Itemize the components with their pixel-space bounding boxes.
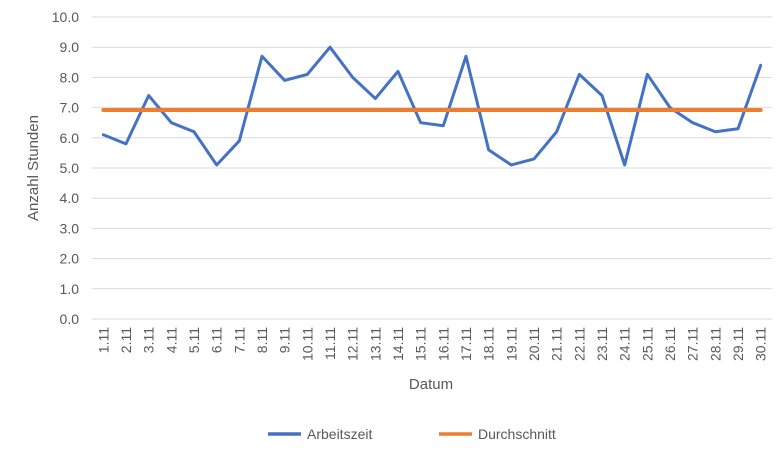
- x-tick-label: 11.11: [322, 327, 338, 360]
- x-tick-label: 14.11: [390, 327, 406, 361]
- x-tick-label: 8.11: [254, 327, 270, 353]
- x-tick-label: 5.11: [186, 327, 202, 353]
- x-tick-label: 17.11: [458, 327, 474, 361]
- x-tick-label: 27.11: [685, 327, 701, 361]
- x-tick-label: 10.11: [299, 327, 315, 361]
- x-tick-label: 25.11: [639, 327, 655, 361]
- y-tick-label: 4.0: [60, 190, 80, 206]
- y-tick-label: 10.0: [52, 9, 79, 25]
- y-tick-label: 2.0: [60, 251, 80, 267]
- x-tick-label: 28.11: [707, 327, 723, 361]
- x-tick-label: 13.11: [367, 327, 383, 361]
- x-tick-label: 22.11: [571, 327, 587, 361]
- x-tick-label: 19.11: [503, 327, 519, 361]
- legend-label: Arbeitszeit: [307, 426, 372, 442]
- y-tick-label: 7.0: [60, 100, 80, 116]
- x-tick-label: 9.11: [277, 327, 293, 353]
- y-tick-label: 6.0: [60, 130, 80, 146]
- x-tick-label: 24.11: [617, 327, 633, 361]
- legend: Arbeitszeit Durchschnitt: [268, 426, 556, 442]
- x-tick-label: 26.11: [662, 327, 678, 361]
- x-tick-label: 7.11: [231, 327, 247, 353]
- x-tick-label: 21.11: [549, 327, 565, 361]
- legend-item: Arbeitszeit: [268, 426, 372, 442]
- x-tick-label: 1.11: [95, 327, 111, 353]
- legend-label: Durchschnitt: [478, 426, 556, 442]
- x-tick-label: 20.11: [526, 327, 542, 361]
- y-axis-tick-labels: 0.0 1.0 2.0 3.0 4.0 5.0 6.0 7.0 8.0 9.0 10.0: [52, 9, 79, 327]
- legend-item: Durchschnitt: [439, 426, 556, 442]
- x-tick-label: 29.11: [730, 327, 746, 361]
- gridlines: [92, 16, 772, 320]
- y-tick-label: 5.0: [60, 160, 80, 176]
- x-tick-label: 30.11: [753, 327, 769, 361]
- x-axis-title: Datum: [409, 376, 453, 393]
- x-tick-label: 6.11: [209, 327, 225, 353]
- y-tick-label: 0.0: [60, 311, 80, 327]
- x-tick-label: 2.11: [118, 327, 134, 353]
- x-tick-label: 16.11: [435, 327, 451, 361]
- x-axis-tick-labels: 1.11 2.11 3.11 4.11 5.11 6.11 7.11 8.11 9.11 10.1…: [95, 327, 768, 361]
- y-axis-title: Anzahl Stunden: [25, 115, 42, 221]
- y-tick-label: 9.0: [60, 39, 80, 55]
- y-tick-label: 3.0: [60, 220, 80, 236]
- x-tick-label: 4.11: [163, 327, 179, 353]
- y-tick-label: 8.0: [60, 69, 80, 85]
- x-tick-label: 12.11: [345, 327, 361, 361]
- x-tick-label: 3.11: [141, 327, 157, 353]
- x-tick-label: 15.11: [413, 327, 429, 361]
- y-tick-label: 1.0: [60, 281, 80, 297]
- series-lines: [101, 45, 763, 167]
- x-tick-label: 18.11: [481, 327, 497, 361]
- x-tick-label: 23.11: [594, 327, 610, 361]
- series-line-arbeitszeit: [101, 45, 763, 167]
